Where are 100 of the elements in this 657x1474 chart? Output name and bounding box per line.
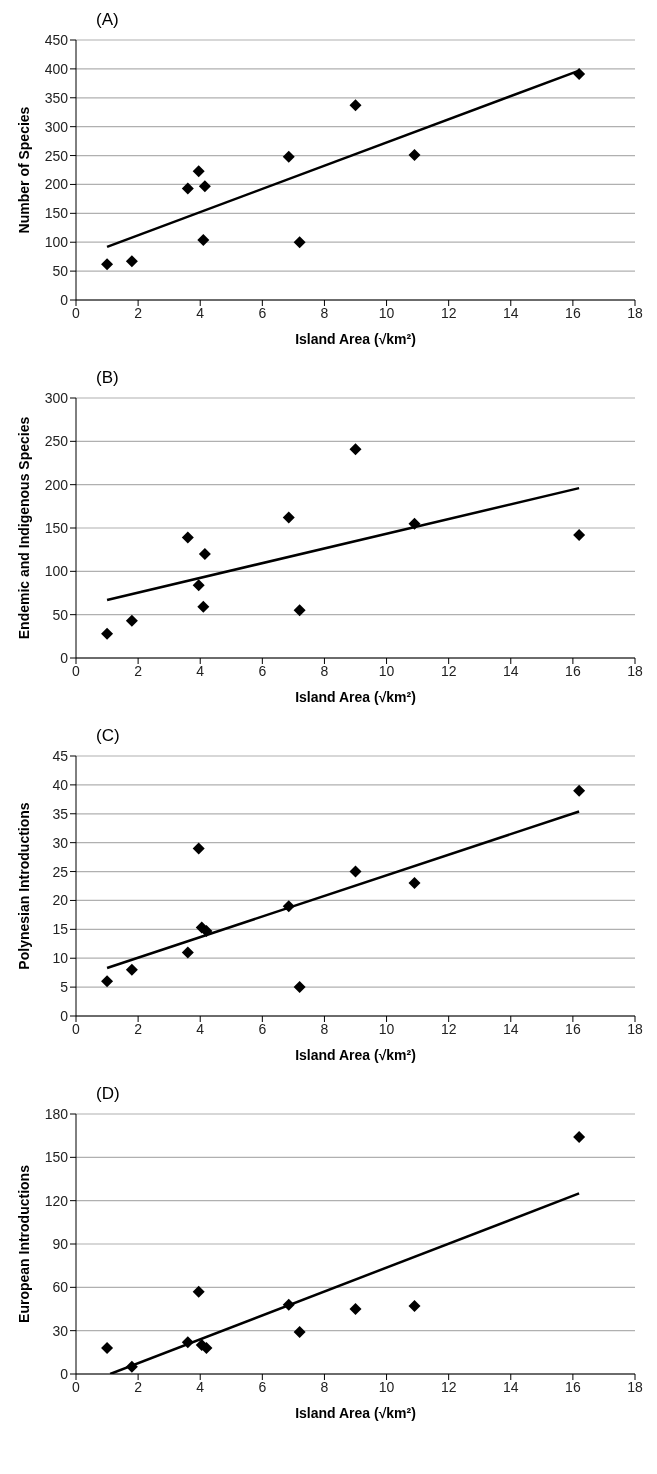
point (192, 579, 205, 592)
y-axis-title: European Introductions (15, 1164, 32, 1323)
y-tick-label: 50 (52, 606, 69, 623)
point (101, 258, 114, 271)
point (125, 614, 138, 627)
y-tick-label: 20 (52, 892, 69, 909)
x-tick-label: 18 (627, 1378, 643, 1395)
x-axis-title: Island Area (√km²) (295, 331, 416, 347)
x-tick-label: 12 (440, 1378, 457, 1395)
point (408, 1300, 421, 1313)
y-tick-label: 100 (44, 234, 69, 251)
point (293, 604, 306, 617)
x-tick-label: 16 (565, 304, 581, 321)
point (125, 963, 138, 976)
x-tick-label: 4 (196, 1020, 205, 1037)
y-tick-label: 10 (52, 950, 69, 967)
y-tick-label: 150 (44, 205, 69, 222)
x-tick-label: 16 (565, 1020, 581, 1037)
x-axis-title: Island Area (√km²) (295, 689, 416, 705)
x-tick-label: 6 (258, 662, 267, 679)
x-tick-label: 8 (320, 304, 329, 321)
y-tick-label: 50 (52, 263, 69, 280)
point (573, 1131, 586, 1144)
y-tick-label: 45 (52, 747, 69, 764)
y-tick-label: 5 (60, 979, 69, 996)
y-tick-label: 150 (44, 1149, 69, 1166)
y-tick-label: 250 (44, 433, 69, 450)
y-tick-label: 60 (52, 1279, 69, 1296)
x-tick-label: 10 (378, 1378, 395, 1395)
x-tick-label: 10 (378, 1020, 395, 1037)
y-tick-label: 90 (52, 1235, 69, 1252)
chart-title: (C) (95, 725, 121, 747)
point (408, 148, 421, 161)
x-tick-label: 6 (258, 1020, 267, 1037)
x-tick-label: 16 (565, 1378, 581, 1395)
x-tick-label: 12 (440, 662, 457, 679)
x-tick-label: 2 (134, 662, 143, 679)
y-axis-title: Endemic and Indigenous Species (15, 416, 32, 640)
point (408, 877, 421, 890)
point (198, 548, 211, 560)
x-tick-label: 14 (502, 1378, 519, 1395)
x-tick-label: 0 (72, 662, 81, 679)
y-tick-label: 0 (60, 649, 69, 666)
y-tick-label: 250 (44, 147, 69, 164)
x-tick-label: 2 (134, 1020, 143, 1037)
point (293, 1326, 306, 1339)
y-tick-label: 0 (60, 1365, 69, 1382)
y-axis-title: Number of Species (15, 106, 32, 234)
point (101, 1342, 114, 1354)
point (101, 975, 114, 988)
point (349, 865, 362, 878)
x-tick-label: 14 (502, 1020, 519, 1037)
x-tick-label: 14 (502, 304, 519, 321)
y-tick-label: 35 (52, 805, 69, 822)
x-tick-label: 8 (320, 1020, 329, 1037)
x-tick-label: 0 (72, 1020, 81, 1037)
point (197, 233, 210, 246)
x-tick-label: 4 (196, 1378, 205, 1395)
y-tick-label: 200 (44, 176, 69, 193)
point (125, 255, 138, 268)
y-tick-label: 400 (44, 60, 69, 77)
x-tick-label: 0 (72, 304, 81, 321)
y-tick-label: 180 (44, 1105, 69, 1122)
point (192, 1285, 205, 1298)
x-tick-label: 6 (258, 1378, 267, 1395)
point (181, 946, 194, 959)
x-tick-label: 8 (320, 662, 329, 679)
point (181, 531, 194, 544)
x-tick-label: 18 (627, 1020, 643, 1037)
point (197, 600, 210, 613)
chart-title: (B) (95, 367, 120, 389)
point (349, 99, 362, 112)
x-tick-label: 0 (72, 1378, 81, 1395)
x-tick-label: 10 (378, 662, 395, 679)
point (293, 981, 306, 994)
y-tick-label: 25 (52, 863, 69, 880)
x-tick-label: 16 (565, 662, 581, 679)
y-tick-label: 150 (44, 519, 69, 536)
point (181, 182, 194, 195)
chart-title: (A) (95, 9, 120, 31)
x-tick-label: 12 (440, 1020, 457, 1037)
y-tick-label: 40 (52, 776, 69, 793)
point (573, 784, 586, 797)
y-tick-label: 30 (52, 834, 69, 851)
y-tick-label: 300 (44, 118, 69, 135)
y-tick-label: 120 (44, 1192, 69, 1209)
y-tick-label: 200 (44, 476, 69, 493)
x-axis-title: Island Area (√km²) (295, 1405, 416, 1421)
x-tick-label: 12 (440, 304, 457, 321)
y-tick-label: 350 (44, 89, 69, 106)
x-tick-label: 8 (320, 1378, 329, 1395)
y-tick-label: 15 (52, 921, 69, 938)
y-tick-label: 0 (60, 1007, 69, 1024)
point (101, 627, 114, 640)
point (192, 842, 205, 855)
y-axis-title: Polynesian Introductions (15, 802, 32, 970)
point (349, 443, 362, 456)
y-tick-label: 100 (44, 563, 69, 580)
x-tick-label: 14 (502, 662, 519, 679)
x-tick-label: 4 (196, 304, 205, 321)
